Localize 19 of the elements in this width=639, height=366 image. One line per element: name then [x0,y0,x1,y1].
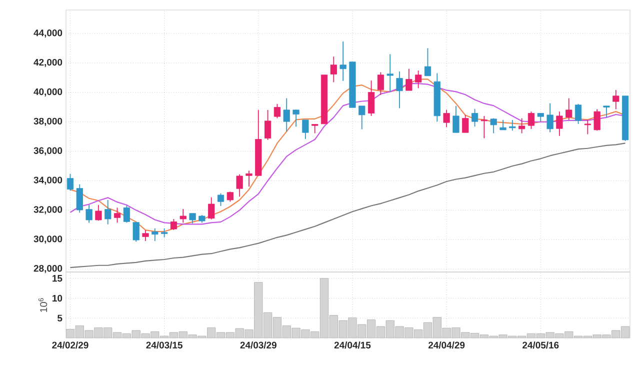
y-tick-label: 38,000 [34,118,62,126]
y-tick-label: 44,000 [34,30,62,38]
y-tick-label: 32,000 [34,206,62,214]
y-tick-label: 40,000 [34,88,62,96]
x-tick-label: 24/03/29 [240,342,276,349]
y-tick-label: 42,000 [34,58,62,68]
x-tick-label: 24/04/15 [334,342,371,349]
y-tick-label: 34,000 [34,176,62,185]
y-tick-label: 5 [58,314,62,322]
y-tick-label: 36,000 [34,147,62,156]
x-tick-label: 24/03/15 [146,342,182,349]
x-tick-label: 24/05/16 [522,342,559,349]
y-axis-title: 10$^{6}$ [38,298,48,312]
x-tick-label: 24/02/29 [52,342,88,349]
y-tick-label: 10 [52,294,62,302]
x-tick-label: 24/04/29 [428,342,465,349]
y-tick-label: 30,000 [34,236,62,244]
y-tick-label: 28,000 [34,265,62,274]
y-tick-label: 15 [52,275,62,282]
